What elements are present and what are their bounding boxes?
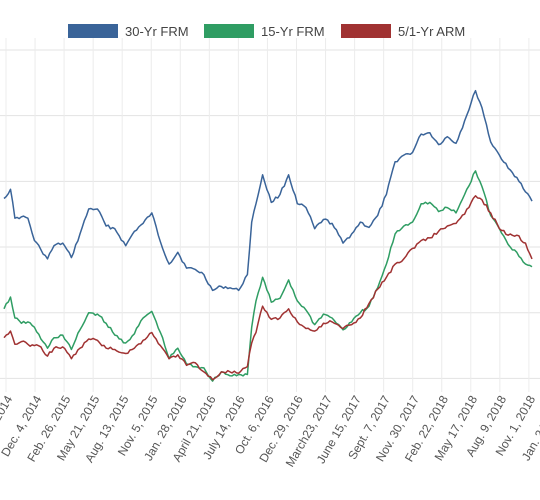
legend-label: 30-Yr FRM [125, 24, 189, 39]
x-tick-label: 2014 [0, 393, 16, 423]
legend-item[interactable]: 30-Yr FRM [68, 24, 189, 39]
series-line-0 [3, 89, 533, 292]
legend-item[interactable]: 5/1-Yr ARM [341, 24, 465, 39]
legend-label: 5/1-Yr ARM [398, 24, 465, 39]
legend-swatch [68, 24, 118, 38]
series-lines [3, 89, 533, 382]
legend-swatch [341, 24, 391, 38]
legend-item[interactable]: 15-Yr FRM [204, 24, 325, 39]
grid [0, 38, 540, 392]
legend-label: 15-Yr FRM [261, 24, 325, 39]
series-line-2 [3, 195, 533, 381]
legend[interactable]: 30-Yr FRM 15-Yr FRM 5/1-Yr ARM [68, 24, 465, 39]
legend-swatch [204, 24, 254, 38]
series-line-1 [3, 170, 533, 382]
